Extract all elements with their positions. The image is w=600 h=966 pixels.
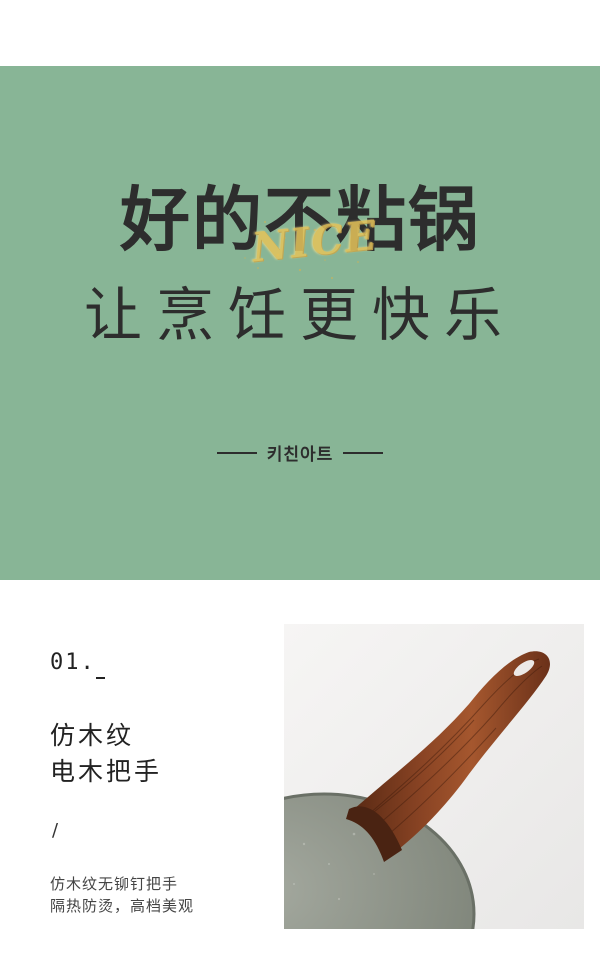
brand-divider-left	[216, 451, 257, 454]
gold-dust-decoration	[244, 211, 359, 279]
feature-title-line-1: 仿木纹	[50, 721, 135, 750]
brand-divider-right	[343, 451, 384, 454]
feature-title-line-2: 电木把手	[50, 757, 163, 786]
brand-row: 키친아트	[0, 440, 600, 465]
feature-number-underscore	[96, 677, 105, 679]
hero-banner	[0, 66, 600, 580]
headline-line-1: 好的不粘锅	[120, 179, 480, 261]
pan-handle-illustration	[284, 624, 584, 929]
feature-desc-line-1: 仿木纹无铆钉把手	[50, 875, 179, 893]
pan-handle-photo	[284, 624, 584, 929]
feature-desc-line-2: 隔热防烫，高档美观	[50, 897, 195, 915]
feature-number: 01.	[50, 650, 96, 675]
headline-line-2: 让烹饪更快乐	[83, 281, 516, 349]
feature-divider-slash: /	[52, 820, 59, 841]
brand-logo-text: 키친아트	[266, 445, 334, 465]
